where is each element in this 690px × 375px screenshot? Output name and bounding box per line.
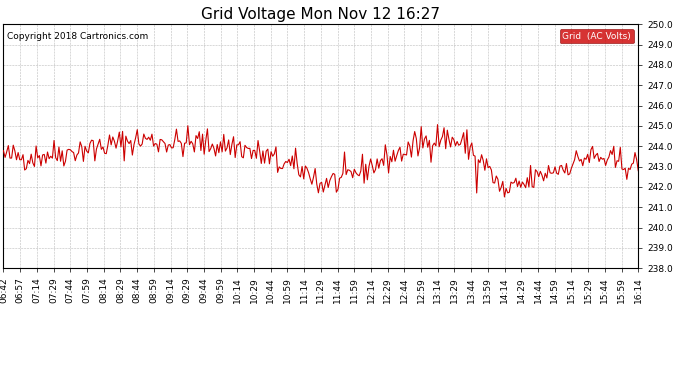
Legend: Grid  (AC Volts): Grid (AC Volts) — [560, 29, 633, 43]
Title: Grid Voltage Mon Nov 12 16:27: Grid Voltage Mon Nov 12 16:27 — [201, 7, 440, 22]
Text: Copyright 2018 Cartronics.com: Copyright 2018 Cartronics.com — [7, 32, 148, 41]
